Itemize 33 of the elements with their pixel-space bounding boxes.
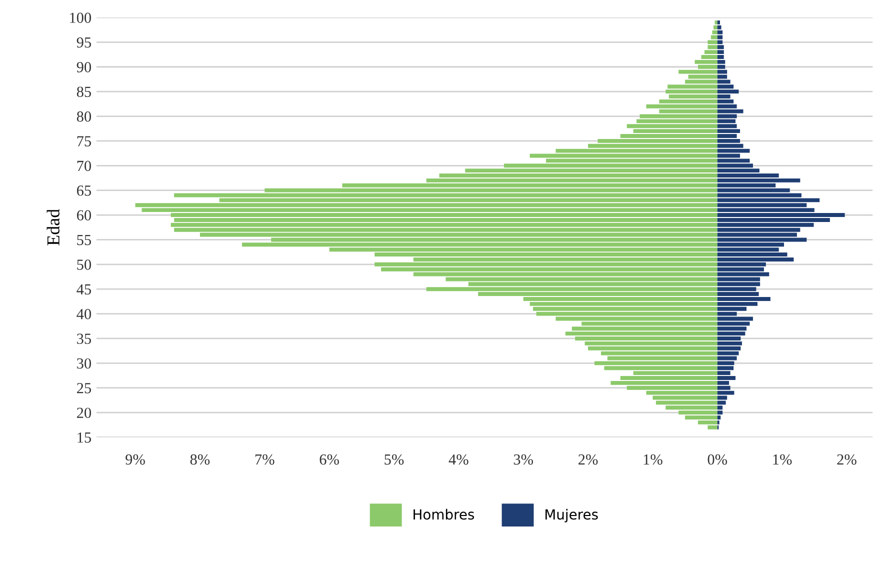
y-tick-label: 30 bbox=[77, 358, 92, 369]
y-tick-label: 60 bbox=[76, 210, 92, 220]
y-tick-label: 90 bbox=[76, 62, 92, 72]
x-tick-label: 3% bbox=[514, 454, 534, 465]
y-tick-label: 70 bbox=[77, 160, 92, 172]
x-tick-label: 1% bbox=[773, 454, 792, 465]
legend-label: Mujeres bbox=[546, 508, 598, 522]
y-tick-label: 80 bbox=[76, 111, 92, 122]
y-tick-label: 15 bbox=[78, 432, 92, 443]
y-tick-label: 75 bbox=[77, 136, 92, 146]
y-tick-label: 35 bbox=[77, 334, 92, 344]
legend-label: Hombres bbox=[414, 508, 474, 520]
y-tick-label: 100 bbox=[70, 12, 92, 23]
x-tick-label: 4% bbox=[448, 454, 468, 465]
y-tick-label: 40 bbox=[76, 308, 92, 320]
x-tick-label: 7% bbox=[255, 454, 274, 465]
y-tick-label: 20 bbox=[77, 408, 92, 418]
x-tick-label: 2% bbox=[837, 454, 856, 465]
y-tick-label: 25 bbox=[77, 383, 92, 394]
y-tick-label: 95 bbox=[76, 37, 92, 48]
x-tick-label: 0% bbox=[708, 454, 728, 465]
x-tick-label: 1% bbox=[644, 454, 662, 465]
x-tick-label: 9% bbox=[126, 454, 145, 465]
x-tick-label: 2% bbox=[578, 454, 598, 465]
y-tick-label: 50 bbox=[77, 260, 92, 270]
y-tick-label: 65 bbox=[76, 186, 92, 196]
x-tick-label: 5% bbox=[384, 454, 404, 465]
x-tick-label: 6% bbox=[320, 454, 339, 465]
y-axis-title: Edad bbox=[46, 209, 60, 246]
y-tick-label: 85 bbox=[76, 86, 92, 98]
y-tick-label: 45 bbox=[76, 284, 92, 295]
y-tick-label: 55 bbox=[77, 235, 92, 246]
x-tick-label: 8% bbox=[190, 454, 210, 465]
